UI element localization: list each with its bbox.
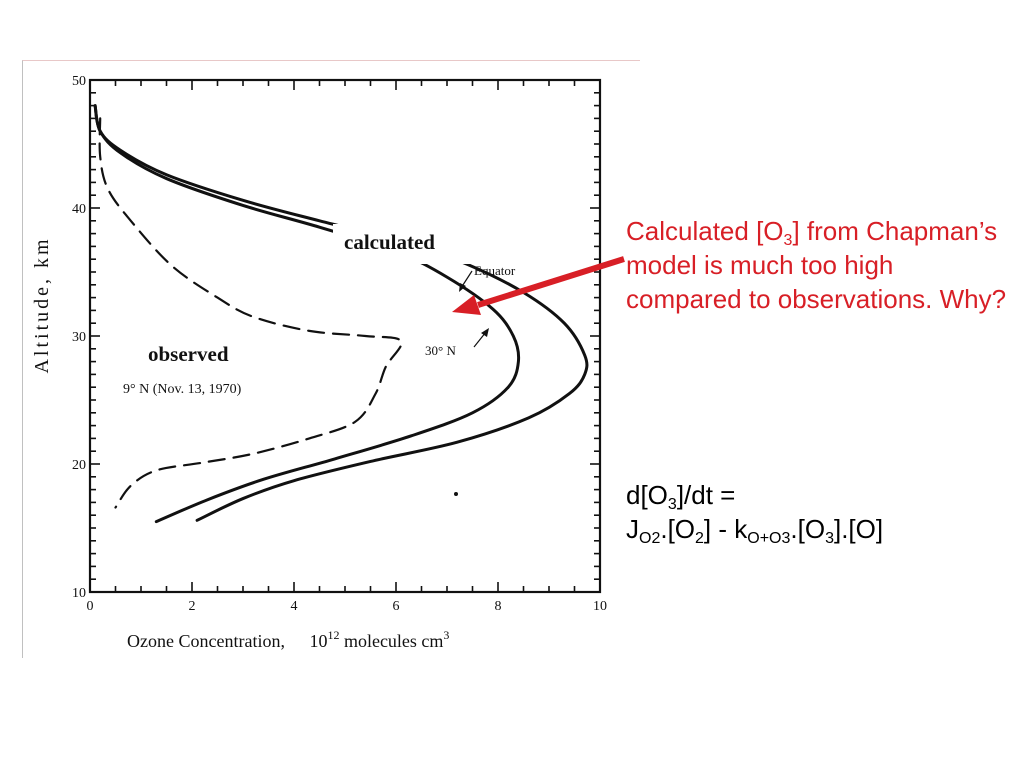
- x-axis-label-unit-exp: 12: [327, 628, 339, 642]
- equator-curve: [93, 104, 589, 522]
- stray-dot: [454, 492, 458, 496]
- thirty-n-pointer-head: [481, 328, 489, 337]
- chart-ticks: 0 2 4 6 8 10 10 20 30 40 50: [72, 74, 607, 614]
- observed-label-box: [130, 325, 265, 375]
- x-tick-label: 0: [87, 599, 94, 614]
- x-tick-label: 2: [189, 599, 196, 614]
- x-tick-label: 10: [593, 599, 607, 614]
- y-tick-label: 30: [72, 330, 86, 345]
- thirty-n-curve: [93, 104, 521, 524]
- red-arrow-head: [452, 295, 481, 315]
- calculated-label: calculated: [344, 230, 435, 254]
- y-tick-label: 40: [72, 202, 86, 217]
- figure-frame: [22, 60, 640, 658]
- y-tick-label: 50: [72, 74, 86, 89]
- y-axis-label: Altitude, km: [31, 236, 53, 373]
- x-tick-label: 8: [495, 599, 502, 614]
- calculated-label-box: [333, 224, 478, 264]
- thirty-n-label: 30° N: [425, 343, 456, 358]
- y-tick-label: 10: [72, 586, 86, 601]
- equation-line-1: d[O3]/dt =: [626, 480, 736, 513]
- red-arrow-shaft: [477, 256, 625, 308]
- x-axis-label-unit-base: 10: [309, 631, 327, 651]
- x-axis-label-unit-exp2: 3: [443, 628, 449, 642]
- x-tick-label: 6: [393, 599, 400, 614]
- equator-label: Equator: [474, 263, 516, 278]
- observed-label: observed: [148, 342, 229, 366]
- x-tick-label: 4: [291, 599, 298, 614]
- chapman-caption: Calculated [O3] from Chapman’s model is …: [626, 216, 1007, 314]
- nine-n-label: 9° N (Nov. 13, 1970): [123, 382, 242, 397]
- equator-pointer-head: [459, 283, 466, 292]
- y-tick-label: 20: [72, 458, 86, 473]
- chart-series: [93, 104, 589, 524]
- x-axis-label-unit-tail: molecules cm: [339, 631, 443, 651]
- x-axis-label-quantity: Ozone Concentration,: [127, 631, 285, 651]
- ozone-profile-chart: 0 2 4 6 8 10 10 20 30 40 50 Altitude, km Ozone Con…: [31, 74, 625, 651]
- observed-9n-curve: [98, 117, 403, 509]
- equation-line-2: JO2.[O2] - kO+O3.[O3].[O]: [626, 514, 884, 547]
- x-axis-label: Ozone Concentration, 1012 molecules cm3: [127, 628, 449, 651]
- ozone-rate-equation: d[O3]/dt = JO2.[O2] - kO+O3.[O3].[O]: [626, 478, 1016, 547]
